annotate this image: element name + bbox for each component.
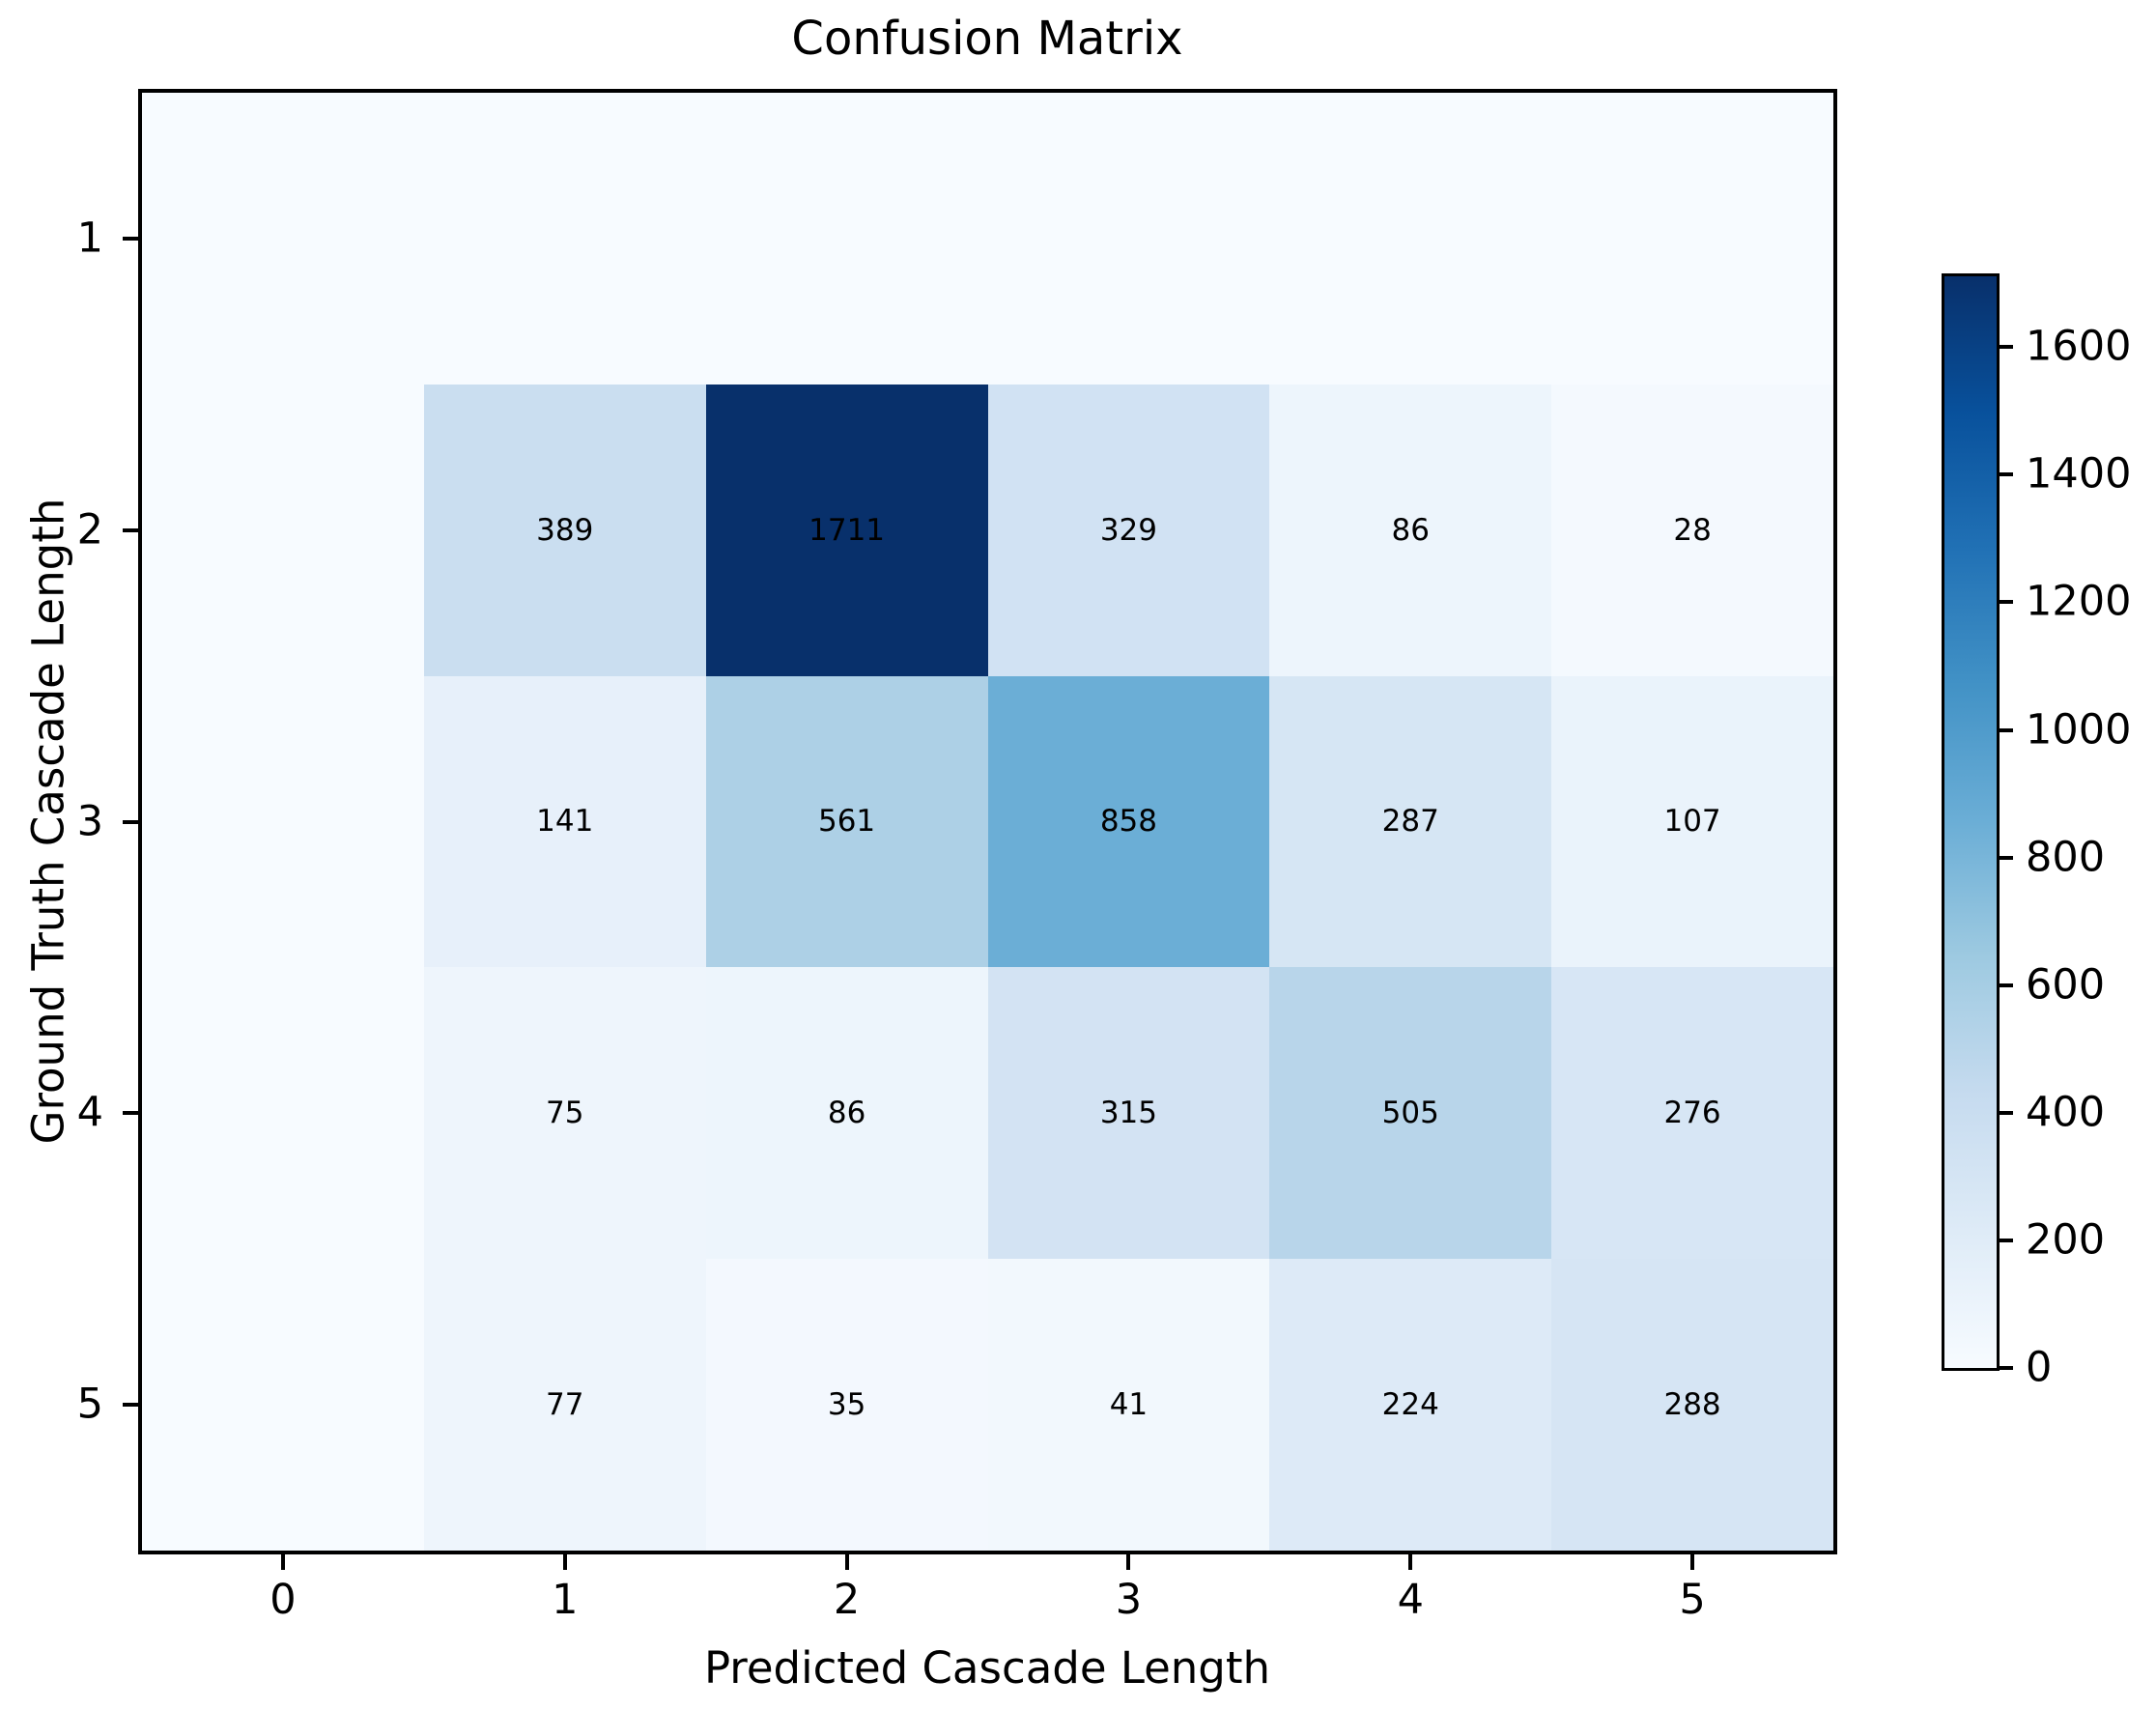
chart-title: Confusion Matrix — [791, 12, 1183, 66]
matrix-cell — [142, 675, 424, 968]
colorbar-tick-mark — [2000, 983, 2013, 987]
matrix-cell — [142, 384, 424, 676]
colorbar-tick-label: 1400 — [2026, 449, 2132, 498]
x-axis-label: Predicted Cascade Length — [703, 1642, 1271, 1694]
matrix-cell: 1711 — [705, 384, 988, 676]
matrix-cell — [1269, 93, 1552, 385]
x-tick-mark — [562, 1554, 567, 1570]
x-tick-label: 5 — [1679, 1576, 1706, 1624]
colorbar-tick-label: 1000 — [2026, 705, 2132, 755]
y-tick-label: 4 — [76, 1088, 103, 1137]
matrix-cell: 35 — [705, 1259, 988, 1551]
matrix-cell: 28 — [1551, 384, 1833, 676]
matrix-cell: 41 — [987, 1259, 1270, 1551]
matrix-cell — [1551, 93, 1833, 385]
x-tick-label: 3 — [1115, 1576, 1143, 1624]
y-tick-mark — [123, 1403, 138, 1408]
heatmap-grid: 389 1711 329 86 28 141 561 858 287 107 75 86 315 505 2… — [142, 93, 1833, 1551]
y-tick-label: 3 — [76, 797, 103, 845]
colorbar-tick-mark — [2000, 472, 2013, 477]
colorbar-tick-label: 0 — [2026, 1343, 2053, 1392]
colorbar-tick-mark — [2000, 1110, 2013, 1115]
matrix-cell: 315 — [987, 967, 1270, 1260]
y-tick-label: 1 — [76, 214, 103, 263]
matrix-cell — [142, 1259, 424, 1551]
y-tick-label: 5 — [76, 1380, 103, 1429]
colorbar-tick-mark — [2000, 345, 2013, 350]
y-axis-label: Ground Truth Cascade Length — [22, 498, 74, 1145]
y-tick-label: 2 — [76, 505, 103, 555]
matrix-cell: 224 — [1269, 1259, 1552, 1551]
x-tick-mark — [280, 1554, 285, 1570]
y-tick-mark — [123, 819, 138, 824]
matrix-cell: 858 — [987, 675, 1270, 968]
matrix-cell: 276 — [1551, 967, 1833, 1260]
matrix-cell: 107 — [1551, 675, 1833, 968]
matrix-cell — [987, 93, 1270, 385]
colorbar-tick-label: 1600 — [2026, 322, 2132, 371]
colorbar: 1600 1400 1200 1000 800 600 400 200 0 — [1942, 273, 2131, 1388]
y-tick-mark — [123, 236, 138, 241]
x-tick-mark — [1690, 1554, 1695, 1570]
colorbar-tick-label: 1200 — [2026, 577, 2132, 626]
colorbar-tick-mark — [2000, 855, 2013, 860]
colorbar-tick-mark — [2000, 1238, 2013, 1242]
colorbar-tick-mark — [2000, 727, 2013, 732]
matrix-cell: 86 — [705, 967, 988, 1260]
matrix-cell: 505 — [1269, 967, 1552, 1260]
matrix-cell: 329 — [987, 384, 1270, 676]
matrix-cell: 141 — [423, 675, 706, 968]
heatmap-plot: 389 1711 329 86 28 141 561 858 287 107 75 86 315 505 2… — [77, 89, 1837, 1621]
colorbar-tick-label: 600 — [2026, 960, 2106, 1010]
colorbar-tick-mark — [2000, 1366, 2013, 1370]
colorbar-tick-mark — [2000, 600, 2013, 605]
x-tick-label: 1 — [552, 1576, 579, 1624]
matrix-cell — [142, 967, 424, 1260]
colorbar-tick-label: 800 — [2026, 833, 2106, 882]
matrix-cell: 77 — [423, 1259, 706, 1551]
colorbar-tick-label: 400 — [2026, 1088, 2106, 1137]
matrix-cell — [423, 93, 706, 385]
matrix-cell: 389 — [423, 384, 706, 676]
y-tick-mark — [123, 1111, 138, 1116]
x-tick-label: 2 — [833, 1576, 861, 1624]
matrix-cell — [142, 93, 424, 385]
y-tick-mark — [123, 527, 138, 532]
colorbar-tick-label: 200 — [2026, 1215, 2106, 1265]
x-tick-mark — [844, 1554, 849, 1570]
matrix-cell: 75 — [423, 967, 706, 1260]
matrix-cell: 288 — [1551, 1259, 1833, 1551]
matrix-cell: 561 — [705, 675, 988, 968]
matrix-cell: 86 — [1269, 384, 1552, 676]
x-tick-label: 0 — [270, 1576, 297, 1624]
x-tick-mark — [1126, 1554, 1131, 1570]
x-tick-mark — [1408, 1554, 1413, 1570]
matrix-cell — [705, 93, 988, 385]
x-tick-label: 4 — [1397, 1576, 1424, 1624]
matrix-cell: 287 — [1269, 675, 1552, 968]
